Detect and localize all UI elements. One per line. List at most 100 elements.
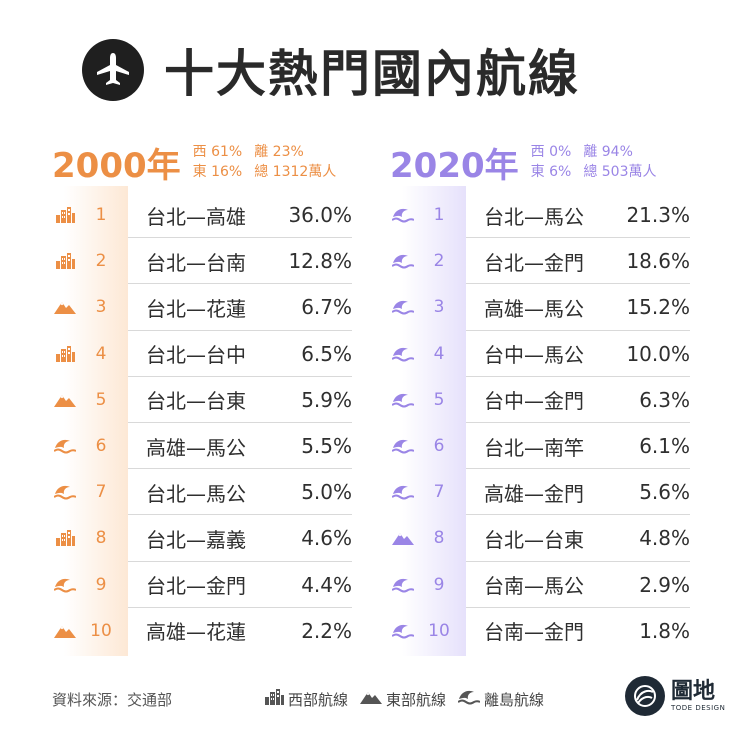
brand-logo-icon bbox=[625, 676, 665, 716]
route-share: 2.9% bbox=[639, 572, 690, 597]
route-name: 高雄—金門 bbox=[484, 481, 584, 506]
rank-number: 3 bbox=[433, 297, 445, 318]
row-divider bbox=[128, 283, 352, 285]
row-divider bbox=[128, 375, 352, 377]
total-passengers: 總 1312萬人 bbox=[254, 164, 337, 180]
route-share: 5.5% bbox=[301, 434, 352, 459]
island-icon bbox=[52, 482, 78, 502]
east-share: 東 16% bbox=[192, 164, 243, 180]
rank-number: 8 bbox=[433, 528, 445, 549]
route-name: 台中—金門 bbox=[484, 389, 584, 414]
row-divider bbox=[128, 329, 352, 331]
east-icon bbox=[52, 297, 78, 317]
route-row: 9 台北—金門 4.4% bbox=[52, 562, 352, 608]
route-name: 台北—台南 bbox=[146, 250, 246, 275]
island-icon bbox=[390, 482, 416, 502]
row-divider bbox=[128, 468, 352, 470]
route-list-2020: 1 台北—馬公 21.3% 2 台北—金門 18.6% 3 高雄—馬公 15.2% 4 台中—馬公 1… bbox=[390, 192, 690, 654]
island-icon bbox=[390, 575, 416, 595]
route-share: 5.9% bbox=[301, 387, 352, 412]
route-share: 6.1% bbox=[639, 434, 690, 459]
header: 十大熱門國內航線 bbox=[82, 30, 580, 110]
rank-number: 1 bbox=[95, 205, 107, 226]
row-divider bbox=[466, 283, 690, 285]
route-name: 台北—花蓮 bbox=[146, 296, 246, 321]
route-share: 6.5% bbox=[301, 341, 352, 366]
route-share: 6.3% bbox=[639, 387, 690, 412]
route-row: 3 高雄—馬公 15.2% bbox=[390, 284, 690, 331]
route-share: 5.6% bbox=[639, 480, 690, 505]
year-label: 2020年 bbox=[390, 145, 519, 186]
route-row: 7 高雄—金門 5.6% bbox=[390, 469, 690, 516]
row-divider bbox=[128, 237, 352, 239]
route-row: 5 台中—金門 6.3% bbox=[390, 377, 690, 423]
island-icon bbox=[390, 344, 416, 364]
west-icon bbox=[52, 251, 78, 271]
route-row: 3 台北—花蓮 6.7% bbox=[52, 284, 352, 331]
route-name: 台北—金門 bbox=[146, 574, 246, 599]
route-share: 10.0% bbox=[626, 341, 690, 366]
route-share: 6.7% bbox=[301, 295, 352, 320]
row-divider bbox=[128, 514, 352, 516]
island-icon bbox=[52, 436, 78, 456]
west-icon bbox=[52, 528, 78, 548]
rank-number: 9 bbox=[95, 574, 107, 595]
route-share: 15.2% bbox=[626, 295, 690, 320]
island-icon bbox=[390, 621, 416, 641]
legend: 西部航線 東部航線 離島航線 bbox=[264, 689, 556, 710]
route-share: 4.4% bbox=[301, 572, 352, 597]
rank-number: 6 bbox=[95, 436, 107, 457]
rank-number: 4 bbox=[433, 343, 445, 364]
west-icon bbox=[52, 205, 78, 225]
route-name: 台北—台東 bbox=[146, 389, 246, 414]
route-share: 1.8% bbox=[639, 618, 690, 643]
route-name: 台南—馬公 bbox=[484, 574, 584, 599]
island-icon bbox=[390, 297, 416, 317]
island-icon bbox=[52, 575, 78, 595]
share-stats: 西 61% 離 23% 東 16% 總 1312萬人 bbox=[193, 142, 337, 182]
source-note: 資料來源：交通部 bbox=[52, 690, 173, 709]
island-share: 離 23% bbox=[254, 144, 304, 160]
east-share: 東 6% bbox=[530, 164, 572, 180]
route-share: 36.0% bbox=[288, 203, 352, 228]
east-icon bbox=[390, 528, 416, 548]
route-name: 台南—金門 bbox=[484, 620, 584, 645]
route-share: 2.2% bbox=[301, 618, 352, 643]
route-row: 6 高雄—馬公 5.5% bbox=[52, 423, 352, 470]
route-name: 台北—南竿 bbox=[484, 435, 584, 460]
island-icon bbox=[390, 436, 416, 456]
island-icon bbox=[390, 390, 416, 410]
row-divider bbox=[466, 375, 690, 377]
island-icon bbox=[457, 689, 484, 709]
brand-name: 圖地 bbox=[671, 679, 716, 704]
rank-number: 1 bbox=[433, 205, 445, 226]
route-share: 5.0% bbox=[301, 480, 352, 505]
rank-number: 3 bbox=[95, 297, 107, 318]
row-divider bbox=[466, 606, 690, 608]
row-divider bbox=[466, 329, 690, 331]
route-name: 高雄—馬公 bbox=[484, 296, 584, 321]
route-share: 21.3% bbox=[626, 203, 690, 228]
row-divider bbox=[466, 560, 690, 562]
east-icon bbox=[52, 390, 78, 410]
rank-number: 9 bbox=[433, 574, 445, 595]
route-share: 12.8% bbox=[288, 249, 352, 274]
column-2020-header: 2020年 西 0% 離 94% 東 6% 總 503萬人 bbox=[390, 132, 695, 192]
route-name: 台北—台中 bbox=[146, 343, 246, 368]
rank-number: 6 bbox=[433, 436, 445, 457]
route-row: 5 台北—台東 5.9% bbox=[52, 377, 352, 423]
brand-subtitle: TODE DESIGN bbox=[671, 704, 726, 712]
route-row: 7 台北—馬公 5.0% bbox=[52, 469, 352, 516]
rank-number: 4 bbox=[95, 343, 107, 364]
route-row: 1 台北—馬公 21.3% bbox=[390, 192, 690, 239]
legend-label: 東部航線 bbox=[386, 690, 447, 709]
route-share: 18.6% bbox=[626, 249, 690, 274]
row-divider bbox=[128, 421, 352, 423]
rank-number: 2 bbox=[433, 251, 445, 272]
west-icon bbox=[52, 344, 78, 364]
route-row: 1 台北—高雄 36.0% bbox=[52, 192, 352, 239]
route-share: 4.6% bbox=[301, 526, 352, 551]
route-name: 台北—金門 bbox=[484, 250, 584, 275]
east-icon bbox=[52, 621, 78, 641]
row-divider bbox=[466, 468, 690, 470]
